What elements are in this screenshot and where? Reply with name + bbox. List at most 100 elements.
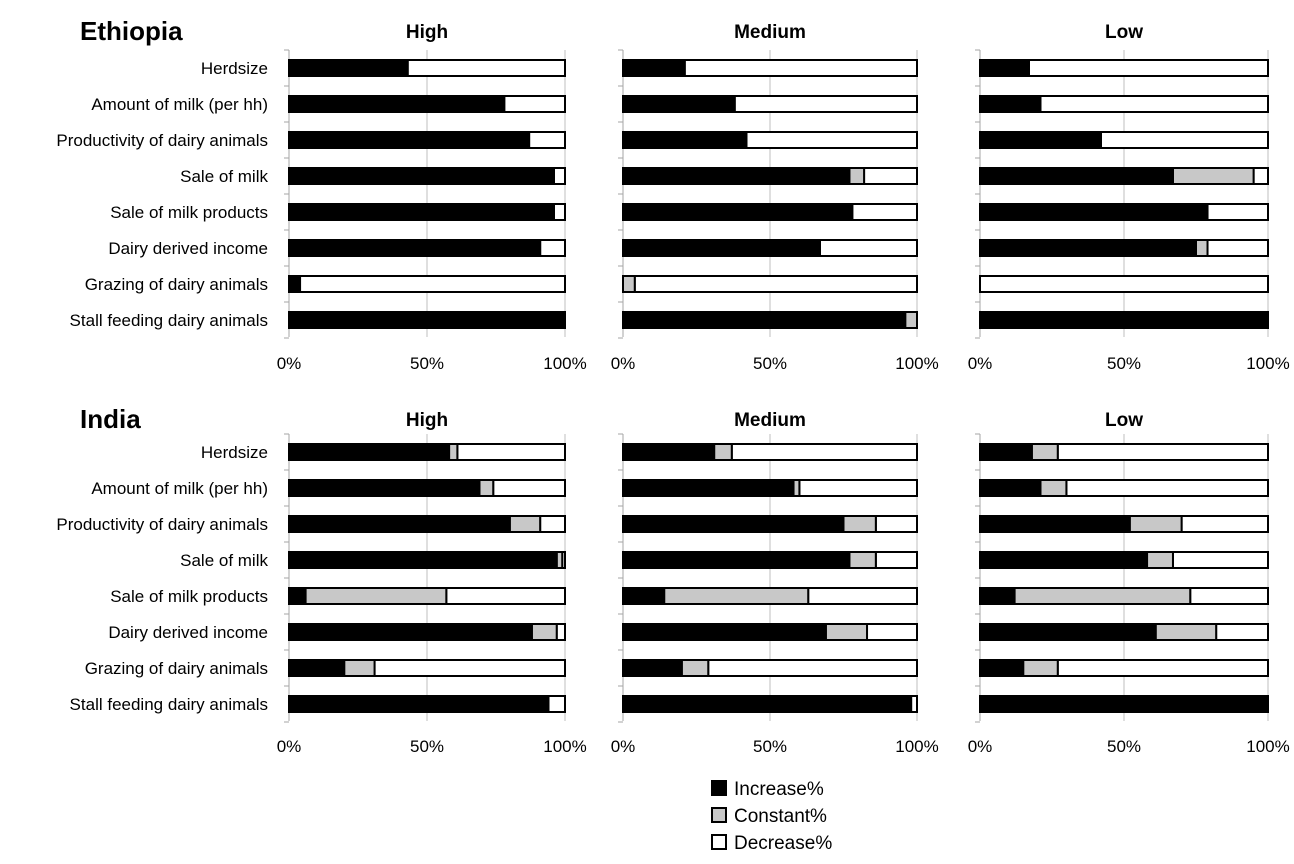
bar-increase-ethiopia-high	[288, 275, 302, 293]
bar-constant-india-high	[448, 443, 459, 461]
x-tick-label: 0%	[611, 737, 636, 756]
category-label: Amount of milk (per hh)	[91, 479, 268, 498]
bar-constant-india-medium	[663, 587, 810, 605]
bar-decrease-india-low	[1215, 623, 1270, 641]
x-tick-label: 100%	[895, 354, 938, 373]
bar-decrease-ethiopia-high	[503, 95, 566, 113]
bar-decrease-ethiopia-medium	[851, 203, 919, 221]
bar-increase-ethiopia-high	[288, 311, 566, 329]
x-tick-label: 100%	[543, 737, 586, 756]
bar-constant-india-high	[304, 587, 448, 605]
bar-decrease-india-high	[555, 623, 566, 641]
category-label: Sale of milk	[180, 167, 268, 186]
bar-constant-ethiopia-low	[1195, 239, 1209, 257]
category-label: Productivity of dairy animals	[56, 131, 268, 150]
panel-title-ethiopia-high: High	[406, 22, 448, 43]
bar-constant-ethiopia-medium	[622, 275, 636, 293]
bar-constant-india-high	[343, 659, 376, 677]
bar-increase-india-low	[979, 695, 1269, 713]
bar-increase-india-low	[979, 659, 1025, 677]
bar-constant-india-high	[530, 623, 558, 641]
bar-increase-ethiopia-medium	[622, 167, 851, 185]
legend-swatch-decrease	[711, 834, 727, 850]
region-title-ethiopia: Ethiopia	[80, 16, 183, 46]
bar-decrease-ethiopia-low	[1027, 59, 1269, 77]
bar-increase-india-high	[288, 515, 511, 533]
bar-increase-ethiopia-high	[288, 203, 555, 221]
bar-decrease-ethiopia-medium	[818, 239, 918, 257]
legend-swatch-constant	[711, 807, 727, 823]
bar-increase-ethiopia-high	[288, 59, 409, 77]
bar-increase-ethiopia-medium	[622, 59, 686, 77]
bar-decrease-india-low	[1065, 479, 1270, 497]
bar-decrease-india-low	[1056, 659, 1270, 677]
bar-decrease-ethiopia-low	[1252, 167, 1269, 185]
x-tick-label: 100%	[1246, 737, 1289, 756]
bar-decrease-india-high	[373, 659, 566, 677]
bar-increase-ethiopia-low	[979, 239, 1197, 257]
panel-title-india-medium: Medium	[734, 410, 806, 431]
category-label: Productivity of dairy animals	[56, 515, 268, 534]
bar-constant-india-medium	[824, 623, 869, 641]
bar-increase-india-high	[288, 623, 533, 641]
bar-decrease-ethiopia-low	[1206, 203, 1270, 221]
bar-constant-india-low	[1154, 623, 1218, 641]
category-label: Dairy derived income	[108, 623, 268, 642]
bar-constant-india-low	[1013, 587, 1192, 605]
bar-decrease-india-high	[492, 479, 566, 497]
bar-increase-india-low	[979, 587, 1016, 605]
bar-increase-ethiopia-high	[288, 95, 506, 113]
bar-decrease-ethiopia-medium	[633, 275, 918, 293]
bar-increase-india-medium	[622, 443, 716, 461]
bar-decrease-india-high	[547, 695, 567, 713]
category-label: Dairy derived income	[108, 239, 268, 258]
bar-increase-india-high	[288, 443, 451, 461]
x-tick-label: 50%	[410, 737, 444, 756]
bar-decrease-ethiopia-low	[1039, 95, 1269, 113]
bar-constant-india-low	[1146, 551, 1174, 569]
bar-increase-india-low	[979, 479, 1042, 497]
bar-increase-india-low	[979, 515, 1131, 533]
category-label: Herdsize	[201, 443, 268, 462]
bar-increase-india-low	[979, 443, 1033, 461]
legend-label-increase: Increase%	[734, 779, 824, 800]
bar-decrease-ethiopia-low	[979, 275, 1269, 293]
bar-increase-ethiopia-low	[979, 203, 1209, 221]
bar-increase-ethiopia-high	[288, 239, 542, 257]
category-label: Stall feeding dairy animals	[70, 695, 268, 714]
bar-decrease-india-low	[1180, 515, 1269, 533]
bar-increase-ethiopia-high	[288, 167, 555, 185]
bar-increase-ethiopia-high	[288, 131, 531, 149]
legend-label-decrease: Decrease%	[734, 833, 832, 854]
bar-decrease-india-medium	[807, 587, 918, 605]
x-tick-label: 50%	[753, 737, 787, 756]
bar-constant-india-medium	[713, 443, 733, 461]
bar-increase-ethiopia-medium	[622, 95, 736, 113]
bar-decrease-ethiopia-high	[552, 203, 567, 221]
bar-constant-india-low	[1022, 659, 1059, 677]
bar-constant-india-medium	[848, 551, 877, 569]
panel-title-ethiopia-low: Low	[1105, 22, 1143, 43]
category-label: Sale of milk	[180, 551, 268, 570]
bar-decrease-india-low	[1189, 587, 1269, 605]
bar-decrease-ethiopia-high	[299, 275, 566, 293]
bar-decrease-india-medium	[798, 479, 919, 497]
bar-constant-india-high	[508, 515, 542, 533]
x-tick-label: 50%	[1107, 737, 1141, 756]
bar-increase-ethiopia-low	[979, 131, 1102, 149]
bar-constant-ethiopia-medium	[848, 167, 866, 185]
legend-label-constant: Constant%	[734, 806, 827, 827]
bar-increase-india-medium	[622, 515, 845, 533]
bar-increase-ethiopia-low	[979, 311, 1269, 329]
bar-increase-ethiopia-medium	[622, 239, 821, 257]
x-tick-label: 0%	[611, 354, 636, 373]
bar-increase-india-medium	[622, 479, 795, 497]
bar-increase-india-high	[288, 695, 550, 713]
bar-increase-india-high	[288, 551, 558, 569]
bar-decrease-ethiopia-low	[1206, 239, 1270, 257]
panel-title-india-high: High	[406, 410, 448, 431]
category-label: Grazing of dairy animals	[85, 275, 268, 294]
bar-decrease-ethiopia-high	[528, 131, 566, 149]
